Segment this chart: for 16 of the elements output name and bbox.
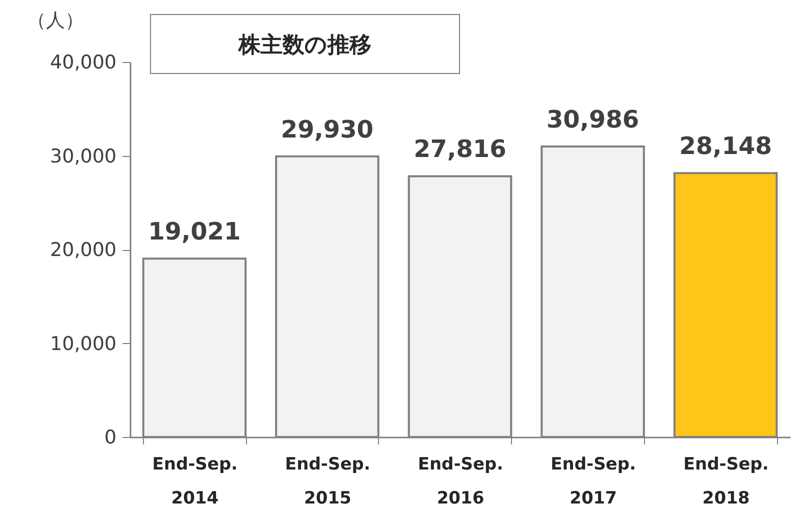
y-tick-label: 40,000	[50, 52, 116, 74]
x-tick-label: End-Sep. 2014	[152, 454, 238, 508]
data-label: 29,930	[280, 115, 374, 144]
x-tick-label: End-Sep. 2016	[418, 454, 504, 508]
x-tick-label: End-Sep. 2017	[550, 454, 636, 508]
x-tick-label: End-Sep. 2015	[285, 454, 370, 508]
data-label: 28,148	[679, 132, 772, 160]
y-axis-title: （人）	[27, 10, 84, 32]
y-tick-label: 0	[104, 426, 116, 448]
data-label: 30,986	[546, 106, 640, 134]
data-label: 27,816	[414, 135, 506, 164]
y-tick-label: 10,000	[50, 332, 116, 355]
y-tick-label: 30,000	[50, 145, 116, 168]
x-tick-label: End-Sep. 2018	[683, 454, 769, 508]
y-tick-label: 20,000	[50, 239, 116, 261]
data-label: 19,021	[148, 218, 241, 246]
